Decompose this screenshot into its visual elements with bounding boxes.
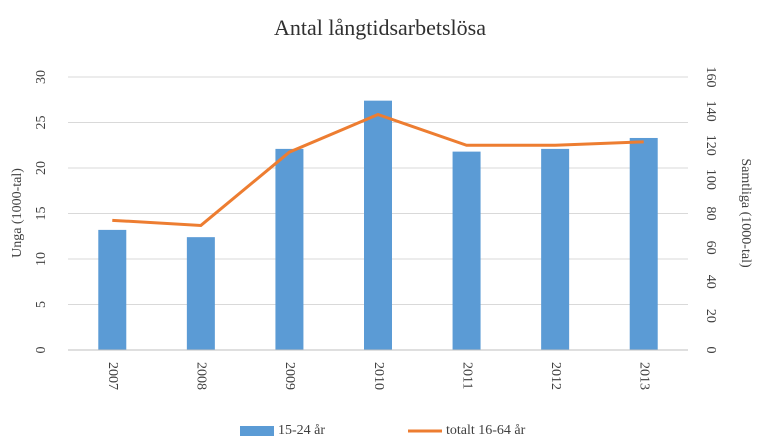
bar xyxy=(452,151,481,350)
y-tick-label: 10 xyxy=(34,252,49,266)
legend-swatch xyxy=(240,426,274,436)
x-tick-label: 2009 xyxy=(282,362,297,390)
x-tick-label: 2013 xyxy=(636,362,651,390)
y-tick-label: 30 xyxy=(34,70,49,84)
y-tick-label: 25 xyxy=(34,116,49,130)
bar xyxy=(629,137,658,350)
chart-title: Antal långtidsarbetslösa xyxy=(274,15,486,40)
y2-tick-label: 100 xyxy=(703,169,718,190)
bar xyxy=(541,148,570,350)
y2-tick-label: 80 xyxy=(703,207,718,221)
y2-axis-label: Samtliga (1000-tal) xyxy=(738,158,753,268)
y-axis-label: Unga (1000-tal) xyxy=(10,168,25,258)
x-tick-label: 2011 xyxy=(459,362,474,389)
y2-tick-label: 20 xyxy=(703,309,718,323)
y2-tick-label: 140 xyxy=(703,101,718,122)
y2-tick-label: 160 xyxy=(703,67,718,88)
y2-tick-label: 60 xyxy=(703,241,718,255)
line xyxy=(112,112,644,227)
legend-label: totalt 16-64 år xyxy=(446,423,526,438)
bar xyxy=(275,148,304,350)
y-tick-label: 15 xyxy=(34,207,49,221)
x-tick-label: 2010 xyxy=(371,362,386,390)
y2-tick-label: 0 xyxy=(703,347,718,354)
y2-tick-label: 120 xyxy=(703,135,718,156)
x-tick-label: 2008 xyxy=(194,362,209,390)
legend-label: 15-24 år xyxy=(278,423,325,438)
y2-tick-label: 40 xyxy=(703,275,718,289)
y-tick-label: 20 xyxy=(34,161,49,175)
bar xyxy=(98,229,127,350)
x-tick-label: 2007 xyxy=(105,362,120,390)
bar xyxy=(186,237,215,350)
y-tick-label: 0 xyxy=(34,347,49,354)
y-tick-label: 5 xyxy=(34,301,49,308)
x-tick-label: 2012 xyxy=(548,362,563,390)
bar xyxy=(364,100,392,350)
